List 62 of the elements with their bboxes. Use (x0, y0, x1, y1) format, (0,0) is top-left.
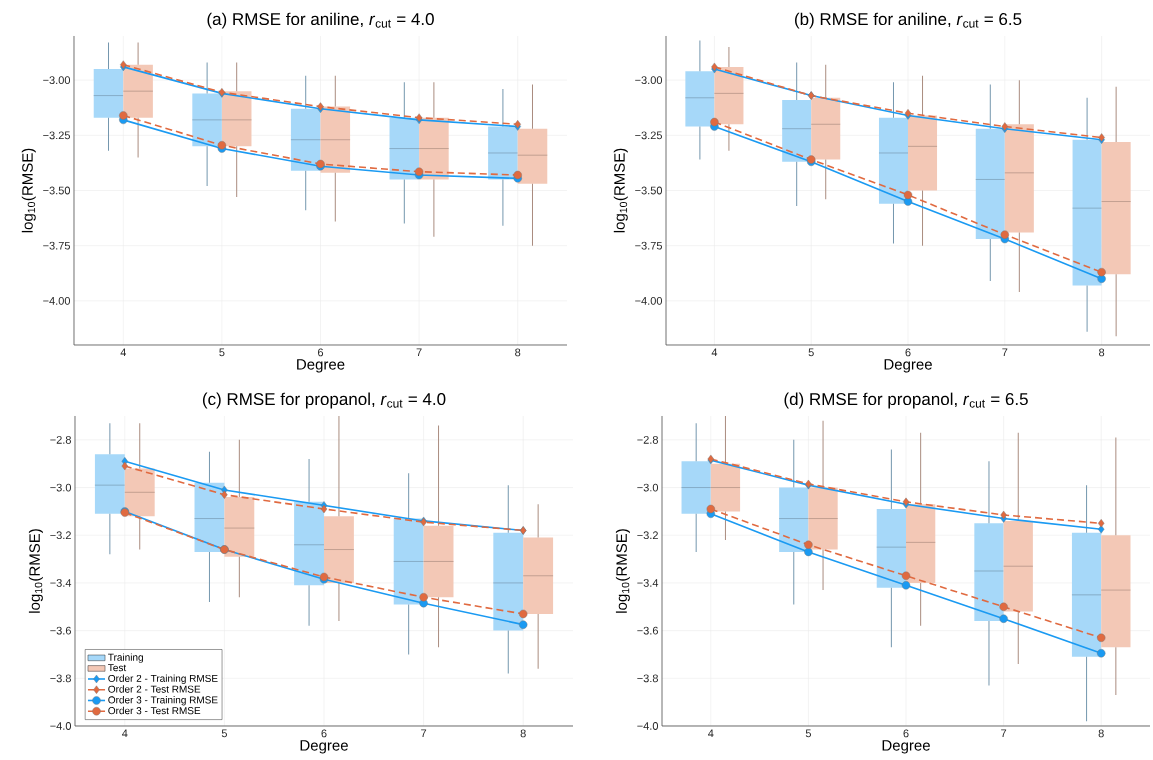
x-tick-label: 6 (321, 729, 327, 738)
x-tick-label: 8 (1099, 348, 1105, 357)
y-tick-label: −3.25 (43, 131, 70, 140)
y-tick-label: −2.8 (50, 435, 71, 444)
x-tick-label: 8 (515, 348, 521, 357)
x-tick-label: 7 (1001, 729, 1007, 738)
x-axis-title: Degree (300, 740, 348, 754)
x-tick-label: 7 (416, 348, 422, 357)
x-axis-title: Degree (884, 359, 932, 373)
y-tick-label: −3.4 (637, 579, 659, 587)
x-tick-label: 6 (318, 348, 324, 357)
chart-title: (b) RMSE for aniline, r$_{cut}$ = 6.5 (795, 12, 1022, 29)
legend-label: Test (108, 664, 127, 672)
y-tick-label: −3.0 (637, 483, 659, 492)
y-tick-label: −3.8 (637, 674, 658, 683)
y-tick-label: −3.75 (43, 241, 70, 250)
x-tick-label: 5 (221, 729, 227, 738)
x-tick-label: 5 (219, 348, 225, 357)
y-tick-label: −4.0 (637, 722, 659, 730)
y-tick-label: −3.0 (50, 483, 72, 492)
legend-label: Training (108, 653, 143, 663)
x-tick-label: 6 (903, 729, 909, 738)
y-tick-label: −3.75 (635, 241, 662, 250)
chart-title: (c) RMSE for propanol, r$_{cut}$ = 4.0 (202, 392, 446, 409)
x-tick-label: 5 (808, 348, 814, 357)
x-tick-label: 6 (905, 348, 911, 357)
x-tick-label: 5 (805, 729, 811, 738)
y-axis-title: log$_{10}$(RMSE) (28, 529, 43, 613)
x-tick-label: 4 (711, 348, 718, 357)
x-tick-label: 7 (1002, 348, 1008, 357)
y-tick-label: −3.4 (50, 579, 72, 587)
y-tick-label: −3.00 (635, 76, 663, 85)
y-tick-label: −3.50 (635, 186, 663, 195)
y-tick-label: −3.2 (637, 531, 658, 540)
legend-label: Order 3 - Test RMSE (108, 706, 201, 715)
x-tick-label: 8 (520, 729, 526, 738)
y-tick-label: −3.6 (50, 626, 71, 635)
y-axis-title: log$_{10}$(RMSE) (21, 148, 36, 233)
x-tick-label: 7 (421, 729, 427, 738)
x-axis-title: Degree (297, 359, 345, 373)
y-axis-title: log$_{10}$(RMSE) (615, 529, 630, 613)
x-tick-label: 4 (120, 348, 127, 357)
y-tick-label: −4.00 (43, 296, 71, 305)
y-tick-label: −3.00 (43, 76, 71, 85)
y-tick-label: −3.50 (43, 186, 71, 195)
y-tick-label: −3.8 (50, 674, 71, 683)
y-tick-label: −4.00 (635, 296, 663, 305)
x-tick-label: 4 (121, 729, 128, 738)
y-tick-label: −3.2 (50, 531, 71, 540)
legend-label: Order 3 - Training RMSE (108, 696, 218, 706)
chart-title: (a) RMSE for aniline, r$_{cut}$ = 4.0 (207, 12, 434, 29)
y-tick-label: −3.25 (635, 131, 662, 140)
x-tick-label: 4 (708, 729, 714, 738)
legend-label: Order 2 - Training RMSE (108, 674, 218, 684)
x-tick-label: 8 (1098, 729, 1104, 738)
chart-title: (d) RMSE for propanol, r$_{cut}$ = 6.5 (784, 392, 1028, 409)
y-axis-title: log$_{10}$(RMSE) (613, 148, 628, 233)
y-tick-label: −2.8 (637, 435, 658, 444)
y-tick-label: −3.6 (637, 626, 658, 635)
x-axis-title: Degree (882, 740, 930, 754)
y-tick-label: −4.0 (50, 722, 72, 730)
legend-label: Order 2 - Test RMSE (108, 685, 201, 693)
